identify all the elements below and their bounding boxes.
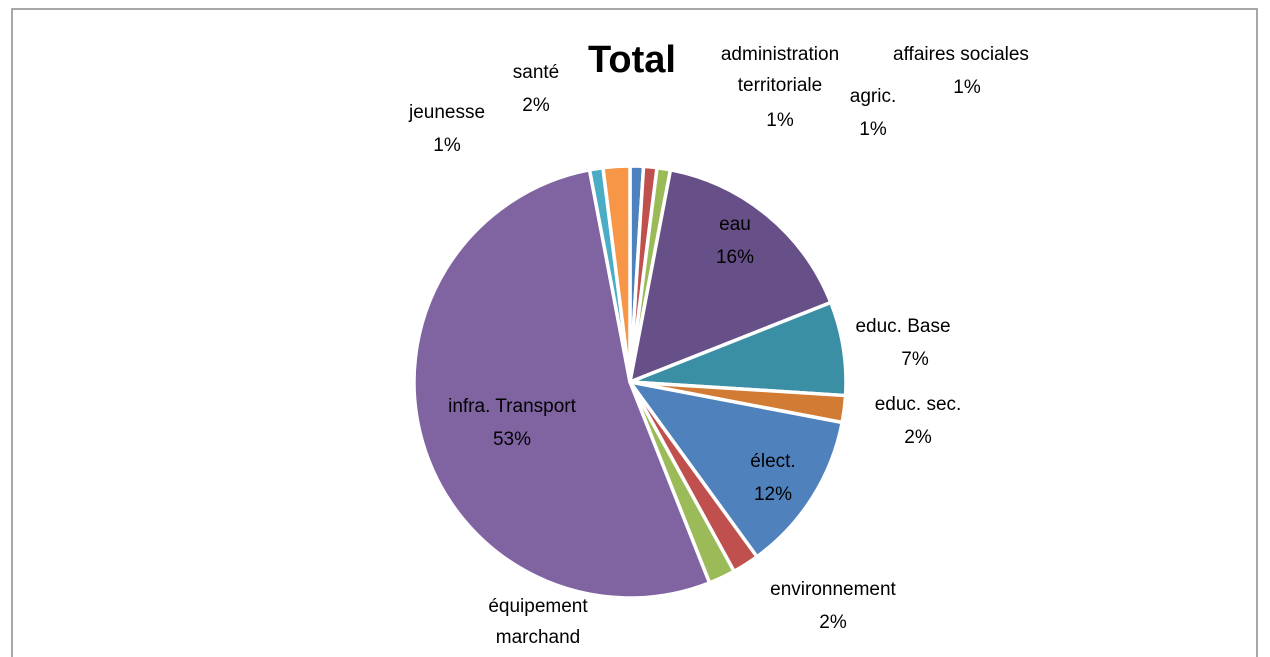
slice-value-label: 1% [766,110,794,131]
slice-label: santé [513,62,559,83]
slice-value-label: 2% [819,612,847,633]
slice-value-label: 1% [433,135,461,156]
pie-slice [412,168,712,600]
pie-slice [601,164,632,384]
slice-label: agric. [850,86,896,107]
slice-value-label: 16% [716,247,754,268]
slice-label: infra. Transport [448,396,576,417]
slice-label: educ. Base [855,316,950,337]
pie-slice [628,380,844,559]
pie [412,164,848,600]
chart-title: Total [588,39,676,81]
slice-value-label: 2% [904,427,932,448]
slice-label: élect. [750,451,795,472]
slice-label: affaires sociales [893,44,1029,65]
slice-label: équipement marchand [488,596,588,648]
slice-label: jeunesse [408,102,485,123]
slice-value-label: 2% [522,95,550,116]
slice-value-label: 1% [953,77,981,98]
slice-value-label: 12% [754,484,792,505]
slice-label: eau [719,214,751,235]
slice-value-label: 1% [859,119,887,140]
slice-value-label: 53% [493,429,531,450]
slice-value-label: 7% [901,349,929,370]
slice-label: administration territoriale [721,44,839,96]
slice-label: educ. sec. [875,394,962,415]
pie-slice [628,168,833,384]
slice-label: environnement [770,579,896,600]
